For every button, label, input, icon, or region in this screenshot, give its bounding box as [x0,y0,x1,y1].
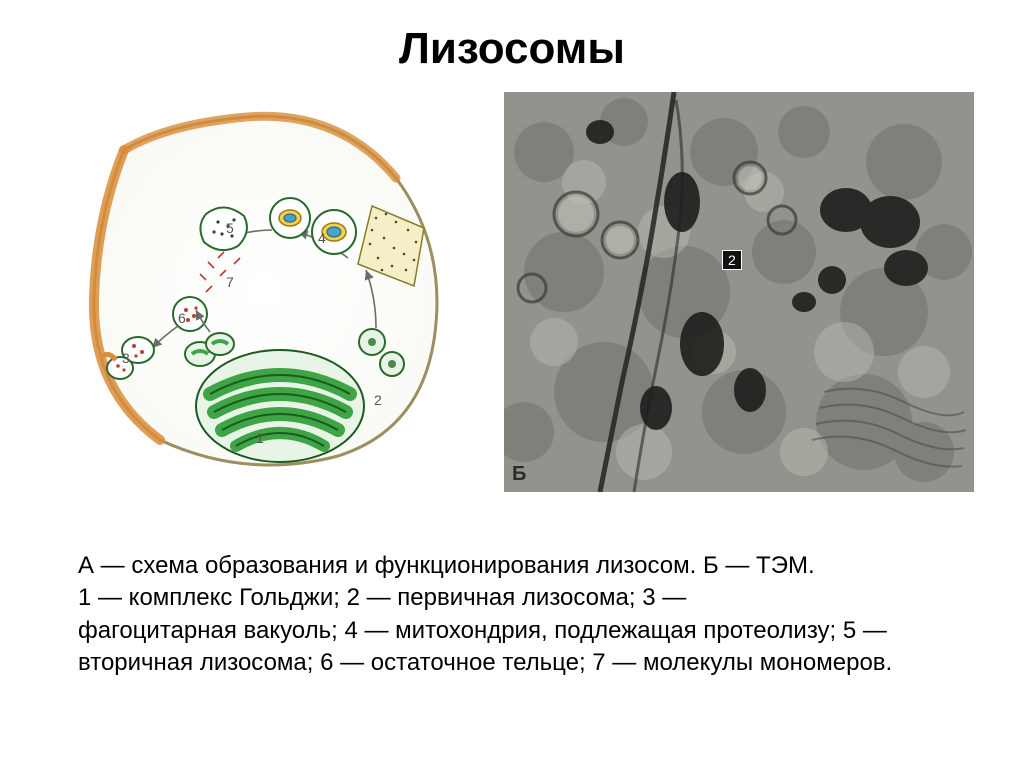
caption-line: А — схема образования и функционирования… [78,550,946,582]
label-2: 2 [374,392,382,408]
caption-line: фагоцитарная вакуоль; 4 — митохондрия, п… [78,615,946,647]
cell-diagram-svg [76,110,446,470]
panel-b-micrograph: 2 Б [504,92,974,492]
figure-row: 1 2 3 4 5 6 7 [0,92,1024,492]
label-7: 7 [226,274,234,290]
panel-b-letter: Б [512,463,526,486]
label-5: 5 [226,220,234,236]
label-4: 4 [318,230,326,246]
micrograph-label-2: 2 [722,250,742,270]
caption-line: вторичная лизосома; 6 — остаточное тельц… [78,647,946,679]
label-3: 3 [122,350,130,366]
caption-line: 1 — комплекс Гольджи; 2 — первичная лизо… [78,582,946,614]
page-title: Лизосомы [0,0,1024,92]
micrograph-svg [504,92,974,492]
label-6: 6 [178,310,186,326]
label-1: 1 [256,430,264,446]
panel-a-diagram: 1 2 3 4 5 6 7 [50,92,480,492]
figure-caption: А — схема образования и функционирования… [0,492,1024,680]
